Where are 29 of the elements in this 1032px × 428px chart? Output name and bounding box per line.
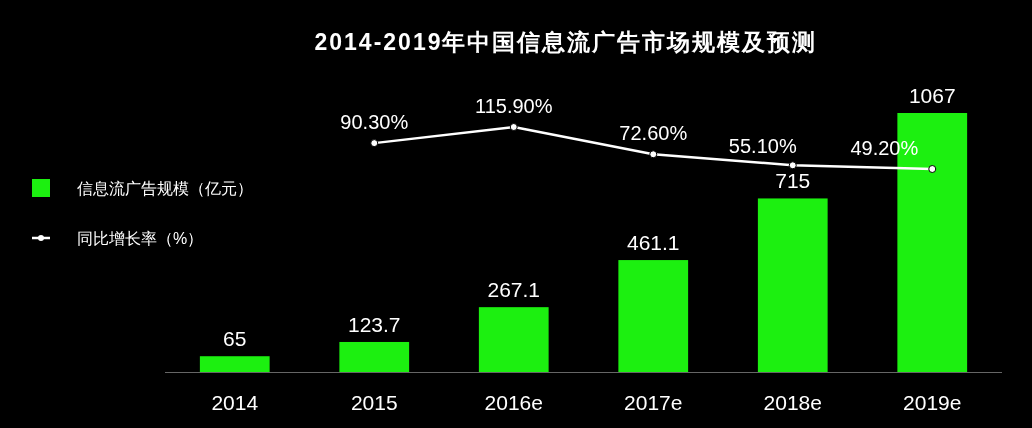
x-tick-label: 2016e	[484, 391, 543, 414]
bar	[199, 356, 270, 372]
data-label: 123.7	[347, 312, 401, 336]
data-label: 115.90%	[475, 95, 553, 117]
data-label: 461.1	[626, 231, 680, 255]
data-label: 90.30%	[340, 111, 409, 134]
x-tick-label: 2015	[350, 391, 398, 414]
point	[788, 161, 797, 170]
data-label: 715	[775, 169, 811, 193]
data-label: 65	[223, 327, 247, 351]
point	[928, 165, 937, 174]
bar	[757, 198, 828, 372]
x-tick-label: 2018e	[763, 391, 822, 414]
legend-label: 同比增长率（%）	[77, 230, 204, 247]
point	[509, 123, 518, 131]
data-label: 72.60%	[619, 122, 688, 145]
data-label: 55.10%	[728, 135, 797, 158]
bar	[618, 260, 689, 372]
legend-label: 信息流广告规模（亿元）	[77, 180, 253, 197]
x-tick-label: 2017e	[624, 391, 683, 414]
x-tick-label: 2014	[211, 391, 259, 414]
bar	[339, 341, 410, 372]
point	[370, 139, 379, 148]
point	[649, 150, 658, 159]
chart-title: 2014-2019年中国信息流广告市场规模及预测	[314, 29, 818, 55]
data-label: 267.1	[487, 278, 541, 302]
data-label: 1067	[908, 84, 956, 107]
x-tick-label: 2019e	[903, 391, 962, 414]
bar	[478, 307, 549, 372]
